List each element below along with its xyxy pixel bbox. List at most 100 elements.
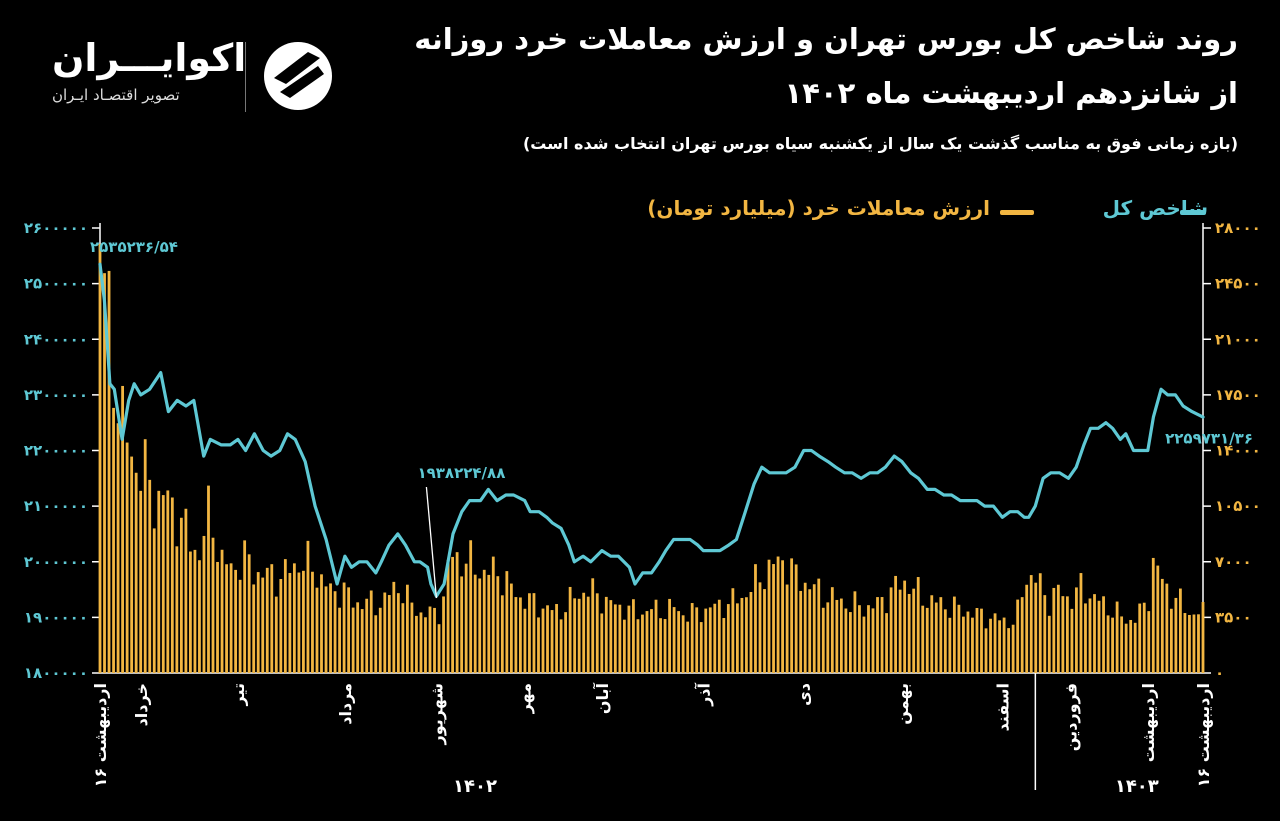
volume-bar (103, 273, 106, 673)
volume-bar (862, 616, 866, 673)
volume-bar (198, 560, 201, 673)
volume-bar (776, 556, 780, 673)
volume-bar (207, 485, 210, 673)
volume-bar (984, 628, 988, 673)
volume-bar (157, 490, 161, 673)
volume-bar (1188, 614, 1191, 673)
volume-bar (537, 617, 540, 673)
x-axis-month-label: شهریور (427, 683, 446, 746)
volume-bar (1111, 617, 1114, 673)
volume-bar (1192, 614, 1196, 673)
volume-bar (415, 615, 418, 673)
volume-bar (930, 595, 934, 673)
volume-bar (152, 528, 156, 673)
volume-bar (907, 593, 911, 673)
volume-bar (573, 598, 577, 673)
volume-bar (717, 599, 721, 673)
volume-bar (812, 584, 816, 673)
right-axis-tick-label: ۲۴۵۰۰ (1215, 275, 1261, 293)
volume-bar (971, 617, 974, 673)
volume-bar (356, 602, 360, 673)
volume-bar (496, 576, 500, 673)
volume-bar (876, 597, 879, 673)
volume-bar (726, 604, 730, 673)
volume-bar (1197, 614, 1200, 673)
volume-bar (1011, 624, 1015, 673)
volume-bar (708, 607, 712, 673)
x-axis-year-label: ۱۴۰۲ (453, 776, 497, 797)
x-axis-month-label: دی (795, 683, 814, 706)
volume-bar (234, 569, 238, 673)
volume-bar (1142, 602, 1146, 673)
volume-bar (754, 564, 757, 673)
volume-bar (184, 508, 188, 673)
volume-bar (853, 591, 857, 673)
volume-bar (505, 571, 509, 673)
left-axis-tick-label: ۲۰۰۰۰۰۰ (24, 553, 88, 571)
volume-bar (541, 608, 545, 673)
volume-bar (1075, 587, 1078, 673)
volume-bar (1133, 622, 1137, 673)
volume-bar (839, 598, 843, 673)
annotation-start-value: ۲۵۳۵۲۳۶/۵۴ (90, 238, 178, 256)
volume-bar (247, 554, 251, 673)
volume-bar (306, 540, 310, 673)
right-axis-tick-label: ۱۴۰۰۰ (1215, 442, 1261, 460)
volume-bar (916, 577, 920, 673)
volume-bar (274, 596, 278, 673)
volume-bar (943, 609, 947, 673)
volume-bar (690, 603, 694, 673)
volume-bar (311, 571, 314, 673)
volume-bar (378, 607, 382, 673)
volume-bar (252, 584, 256, 673)
volume-bar (211, 537, 215, 673)
volume-bar (1029, 575, 1033, 673)
volume-bar (849, 612, 852, 673)
volume-bar (713, 603, 717, 673)
volume-bar (835, 599, 839, 673)
volume-bar (934, 602, 938, 673)
volume-bar (767, 559, 771, 673)
volume-bar (387, 595, 391, 673)
volume-bar (121, 385, 125, 673)
volume-bar (722, 618, 726, 673)
volume-bar (261, 577, 265, 673)
right-axis-tick-label: ۲۱۰۰۰ (1215, 330, 1261, 348)
volume-bar (808, 589, 812, 673)
volume-bar (998, 620, 1001, 673)
volume-bar (1097, 600, 1101, 673)
volume-bar (641, 614, 644, 673)
volume-bar (758, 582, 762, 673)
volume-bar (410, 602, 414, 673)
volume-bar (1147, 611, 1151, 673)
volume-bar (1025, 584, 1029, 673)
index-line (98, 262, 1205, 598)
volume-bar (609, 600, 613, 673)
volume-bar (288, 572, 292, 673)
volume-bar (442, 596, 445, 673)
brand-name: اکوایـــران (52, 36, 247, 80)
left-axis-tick-label: ۲۲۰۰۰۰۰ (24, 442, 88, 460)
volume-bar (898, 589, 902, 673)
volume-bar (772, 564, 775, 673)
volume-bar (419, 612, 423, 673)
brand-block: اکوایـــران تصویر اقتصـاد ایـران (30, 30, 332, 120)
volume-bar (320, 574, 323, 673)
volume-bar (1084, 603, 1087, 673)
volume-bar (550, 610, 554, 673)
brand-separator (245, 42, 246, 112)
volume-bar (256, 572, 260, 673)
volume-bar (695, 607, 699, 673)
volume-bar (948, 617, 952, 673)
volume-bar (885, 613, 888, 673)
volume-bar (329, 583, 332, 673)
volume-bar (500, 595, 504, 673)
volume-bar (216, 561, 219, 673)
volume-bar (894, 575, 898, 673)
right-axis-tick-label: ۰ (1215, 664, 1224, 682)
volume-bar (243, 540, 247, 673)
volume-bar (1174, 597, 1178, 673)
x-axis-month-label: آذر (693, 682, 713, 706)
volume-bar (858, 605, 861, 673)
